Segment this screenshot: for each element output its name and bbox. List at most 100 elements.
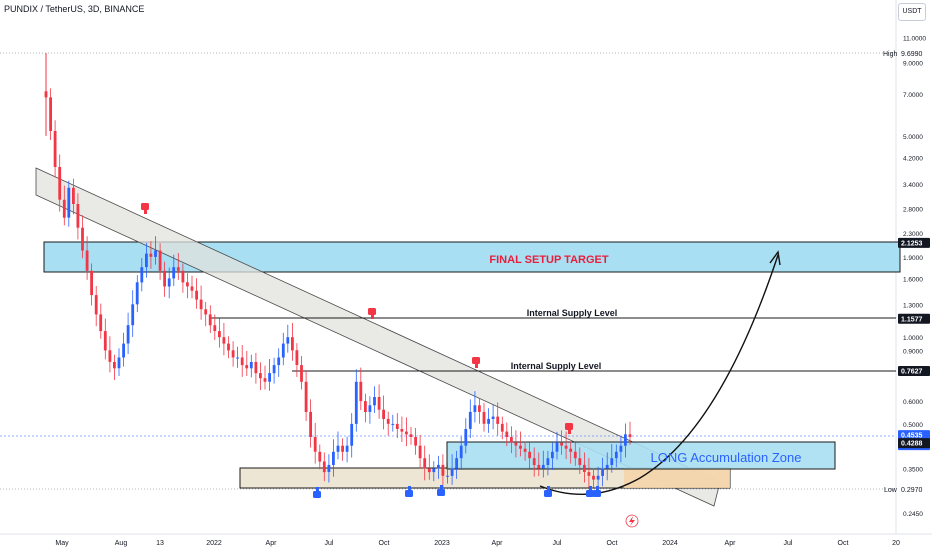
candle-body xyxy=(131,304,135,326)
candle-body xyxy=(619,445,623,452)
candle-body xyxy=(528,451,531,459)
candle-body xyxy=(122,343,125,358)
time-tick-label: 2022 xyxy=(206,540,222,547)
candle-body xyxy=(514,442,518,446)
candle-body xyxy=(564,445,568,449)
time-tick-label: 2024 xyxy=(662,540,678,547)
descending-channel[interactable] xyxy=(35,167,721,507)
buy-signal xyxy=(586,486,594,497)
candle-body xyxy=(99,314,103,332)
candle-body xyxy=(373,397,376,406)
candle-body xyxy=(154,250,157,257)
candle-body xyxy=(418,445,422,459)
candle-body xyxy=(555,442,559,452)
candle-body xyxy=(546,458,550,465)
time-tick-label: Jul xyxy=(553,540,562,547)
sell-signal xyxy=(565,423,573,434)
candle-body xyxy=(578,458,582,465)
time-axis[interactable]: May Aug 13 2022 Apr Jul Oct 2023 Apr Jul Oct 2024 Ap… xyxy=(55,540,900,547)
candle-body xyxy=(446,475,449,477)
candle-body xyxy=(519,445,522,449)
thumb-finger xyxy=(144,210,147,214)
candle-body xyxy=(386,418,390,424)
thumb-finger xyxy=(440,485,443,489)
price-tick-label: 1.0000 xyxy=(903,335,923,342)
candle-body xyxy=(254,362,258,374)
candle-body xyxy=(322,461,326,473)
candle-body xyxy=(227,343,230,351)
thumbs-down-icon xyxy=(472,357,480,364)
candle-body xyxy=(113,362,116,369)
price-tag-box xyxy=(898,237,930,248)
time-tick-label: Jul xyxy=(784,540,793,547)
long-accumulation-zone[interactable] xyxy=(446,441,836,470)
candle-body xyxy=(592,475,595,480)
low-marker-value: 0.2970 xyxy=(901,487,923,494)
price-axis[interactable]: 11.0000 9.0000 7.0000 5.0000 4.2000 3.4000 2.8… xyxy=(903,35,926,518)
lightning-icon[interactable] xyxy=(625,514,639,528)
thumbs-up-icon xyxy=(405,490,413,497)
candle-body xyxy=(441,464,445,476)
candle-body xyxy=(583,464,586,472)
candle-body xyxy=(186,282,189,287)
price-tag-value: 2.1253 xyxy=(901,240,923,247)
candle-body xyxy=(332,451,335,465)
price-tick-label: 4.2000 xyxy=(903,156,923,163)
candle-body xyxy=(455,458,458,469)
candle-body xyxy=(281,343,285,358)
candle-body xyxy=(382,409,385,419)
candle-body xyxy=(163,270,166,287)
long-zone-label: LONG Accumulation Zone xyxy=(650,450,801,465)
time-tick-label: Jul xyxy=(325,540,334,547)
price-tick-label: 1.6000 xyxy=(903,276,923,283)
candle-body xyxy=(259,373,262,379)
orange-overlap-zone xyxy=(624,468,730,488)
candle-body xyxy=(505,431,509,437)
candle-body xyxy=(140,267,144,283)
candle-body xyxy=(90,270,93,296)
thumb-finger xyxy=(316,487,319,491)
candle-body xyxy=(345,445,349,452)
time-tick-label: 2023 xyxy=(434,540,450,547)
symbol-header: PUNDIX / TetherUS, 3D, BINANCE xyxy=(4,4,145,14)
candle-body xyxy=(569,448,573,452)
candle-body xyxy=(249,362,253,369)
thumb-finger xyxy=(371,315,374,319)
signals-group xyxy=(141,203,601,498)
candle-body xyxy=(85,250,89,271)
buy-signal xyxy=(593,486,601,497)
high-marker-label: High xyxy=(883,51,898,58)
candle-body xyxy=(587,472,591,476)
price-tick-label: 2.8000 xyxy=(903,206,923,213)
currency-button[interactable]: USDT xyxy=(898,3,926,21)
thumbs-up-icon xyxy=(593,490,601,497)
buy-signal xyxy=(405,486,413,497)
price-tick-label: 7.0000 xyxy=(903,92,923,99)
thumbs-up-icon xyxy=(313,491,321,498)
price-tick-label: 2.3000 xyxy=(903,231,923,238)
buy-signal xyxy=(313,487,321,498)
candle-body xyxy=(291,337,294,351)
candle-body xyxy=(318,451,322,462)
candle-body xyxy=(537,464,541,469)
candle-body xyxy=(67,187,71,218)
time-tick-label: May xyxy=(55,540,69,547)
price-tick-label: 3.4000 xyxy=(903,182,923,189)
time-tick-label: 20 xyxy=(892,540,900,547)
candle-body xyxy=(222,337,226,344)
candle-body xyxy=(167,278,171,287)
candle-body xyxy=(510,437,513,443)
candle-body xyxy=(391,423,395,425)
price-tick-label: 5.0000 xyxy=(903,134,923,141)
candle-body xyxy=(400,429,404,432)
candle-body xyxy=(491,416,495,419)
candle-body xyxy=(53,131,57,167)
candle-body xyxy=(44,91,48,98)
candle-body xyxy=(126,325,130,344)
projection-curve[interactable] xyxy=(539,254,779,495)
time-tick-label: Oct xyxy=(838,540,849,547)
candle-body xyxy=(195,290,198,300)
candle-body xyxy=(409,434,413,437)
candle-body xyxy=(541,464,545,469)
